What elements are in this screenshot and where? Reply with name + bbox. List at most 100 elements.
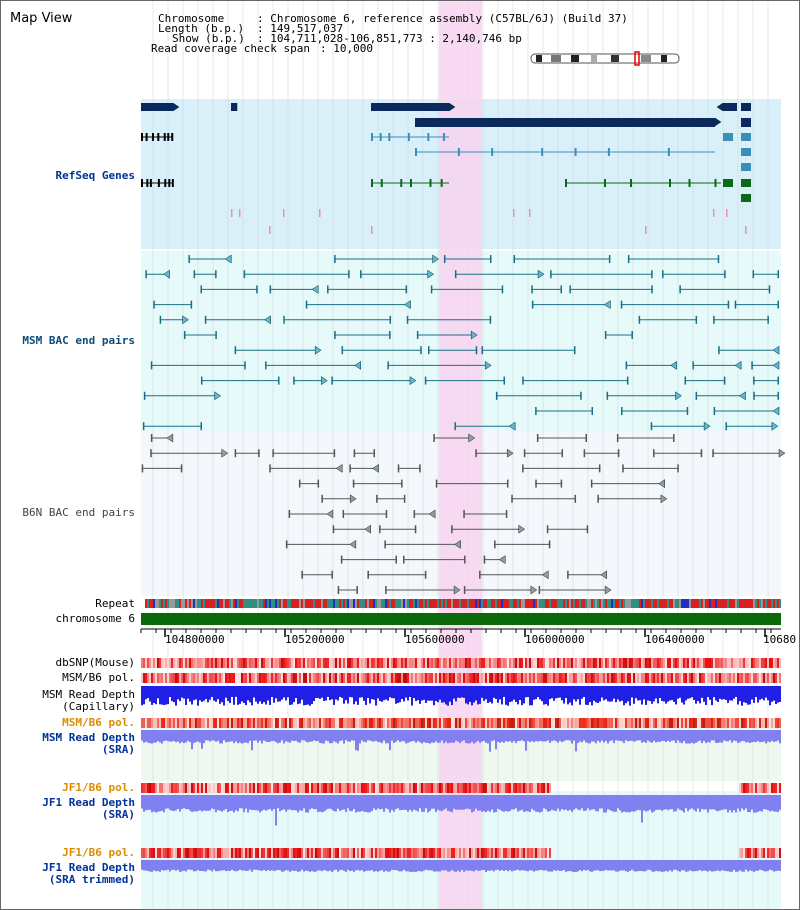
repeat-segment: [465, 599, 467, 608]
heat-cell: [193, 718, 195, 728]
heat-cell: [775, 783, 777, 793]
depth-bar: [773, 686, 775, 701]
repeat-segment: [223, 599, 225, 608]
heat-cell: [471, 848, 473, 858]
depth-bar: [441, 686, 443, 703]
ideogram-position-marker: [634, 51, 640, 66]
depth-bar: [481, 686, 483, 698]
depth-bar: [419, 730, 421, 743]
heat-cell: [651, 673, 653, 683]
heat-cell: [227, 718, 229, 728]
depth-bar: [527, 730, 529, 741]
repeat-segment: [539, 599, 541, 608]
refseq-exon: [607, 148, 610, 156]
depth-bar: [713, 686, 715, 698]
heat-cell: [285, 718, 287, 728]
b6n-bac-end: [560, 479, 563, 488]
repeat-segment: [415, 599, 417, 608]
repeat-segment: [735, 599, 737, 608]
depth-bar: [405, 795, 407, 810]
depth-bar: [607, 860, 609, 871]
repeat-segment: [311, 599, 313, 608]
track-label-msm-bac[interactable]: MSM BAC end pairs: [22, 334, 135, 347]
heat-cell: [149, 783, 151, 793]
depth-bar: [483, 686, 485, 701]
depth-bar: [333, 795, 335, 812]
heat-cell: [635, 658, 637, 668]
heat-cell: [219, 673, 221, 683]
heat-cell: [201, 718, 203, 728]
depth-bar: [355, 686, 357, 702]
b6n-bac-end: [397, 464, 400, 473]
depth-bar: [325, 686, 327, 701]
depth-bar: [727, 860, 729, 872]
depth-bar: [293, 795, 295, 811]
repeat-segment: [177, 599, 179, 608]
depth-bar: [271, 795, 273, 811]
heat-cell: [345, 673, 347, 683]
heat-cell: [755, 718, 757, 728]
depth-bar: [435, 860, 437, 872]
heat-cell: [307, 673, 309, 683]
repeat-segment: [469, 599, 471, 608]
heat-cell: [361, 783, 363, 793]
depth-bar: [457, 795, 459, 810]
feature-arrow: [163, 269, 170, 279]
heat-cell: [641, 718, 643, 728]
heat-cell: [461, 658, 463, 668]
b6n-bac-end: [414, 525, 417, 534]
depth-bar: [639, 730, 641, 741]
depth-bar: [289, 795, 291, 810]
depth-bar: [301, 730, 303, 741]
repeat-segment: [657, 599, 659, 608]
depth-bar: [609, 686, 611, 702]
heat-cell: [213, 673, 215, 683]
track-label-b6n-bac[interactable]: B6N BAC end pairs: [22, 506, 135, 519]
track-label-refseq[interactable]: RefSeq Genes: [55, 169, 135, 182]
heat-cell: [599, 658, 601, 668]
heat-cell: [749, 783, 751, 793]
depth-bar: [703, 795, 705, 810]
heat-cell: [717, 718, 719, 728]
repeat-segment: [713, 599, 715, 608]
heat-cell: [315, 718, 317, 728]
heat-cell: [489, 848, 491, 858]
depth-bar: [195, 860, 197, 871]
depth-bar: [557, 860, 559, 871]
heat-cell: [655, 658, 657, 668]
repeat-segment: [373, 599, 375, 608]
heat-cell: [737, 658, 739, 668]
heat-cell: [705, 718, 707, 728]
heat-cell: [251, 848, 253, 858]
depth-bar: [757, 860, 759, 871]
depth-bar: [583, 730, 585, 741]
heat-cell: [145, 673, 147, 683]
depth-bar: [691, 860, 693, 872]
heat-cell: [213, 783, 215, 793]
heat-cell: [351, 673, 353, 683]
depth-bar: [189, 860, 191, 870]
depth-bar: [249, 730, 251, 741]
depth-bar: [325, 730, 327, 741]
heat-cell: [401, 783, 403, 793]
heat-cell: [207, 673, 209, 683]
msm-bac-end: [430, 285, 433, 294]
depth-bar: [265, 730, 267, 742]
heat-cell: [201, 848, 203, 858]
repeat-segment: [531, 599, 533, 608]
heat-cell: [527, 848, 529, 858]
refseq-gene: [141, 103, 173, 111]
repeat-segment: [239, 599, 241, 608]
heat-cell: [317, 783, 319, 793]
repeat-segment: [413, 599, 415, 608]
depth-bar: [517, 860, 519, 870]
heat-cell: [485, 673, 487, 683]
depth-bar: [531, 730, 533, 742]
repeat-segment: [563, 599, 565, 608]
heat-cell: [419, 658, 421, 668]
heat-cell: [743, 673, 745, 683]
heat-cell: [589, 673, 591, 683]
depth-bar: [359, 686, 361, 698]
heat-cell: [213, 718, 215, 728]
